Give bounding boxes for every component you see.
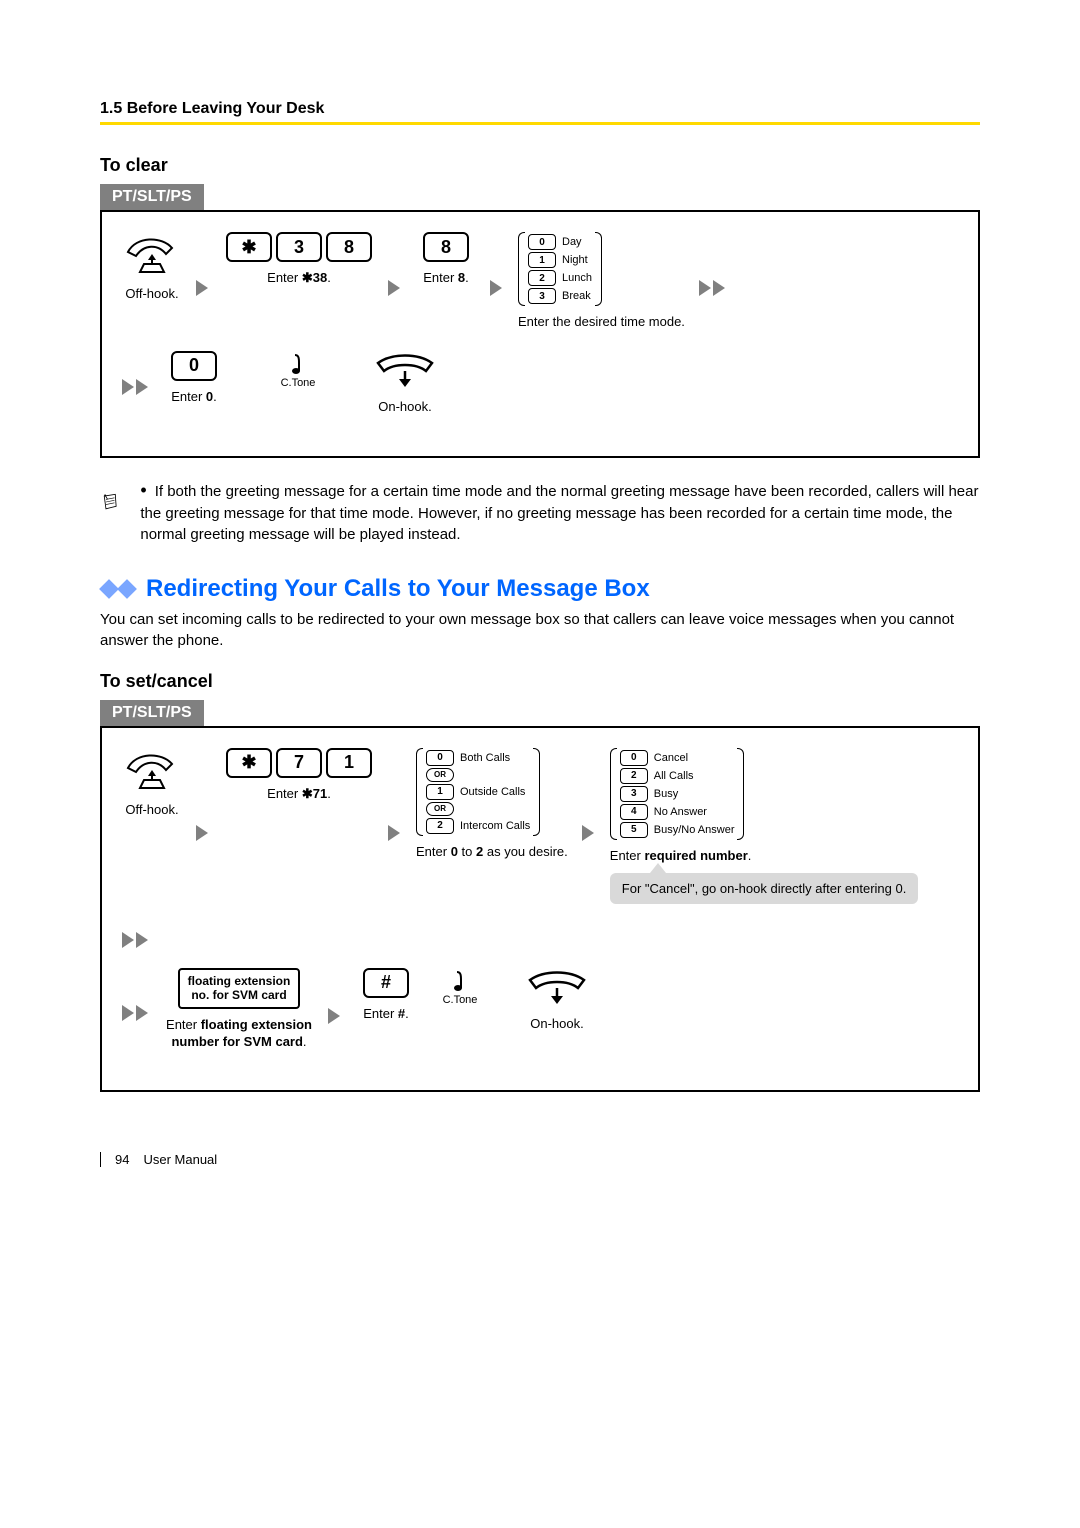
p2-ctone-label: C.Tone <box>443 994 478 1006</box>
brace-icon <box>610 748 620 840</box>
header-rule <box>100 122 980 125</box>
section2-title-row: Redirecting Your Calls to Your Message B… <box>100 575 980 603</box>
enter-hash-step: # Enter #. <box>356 968 416 1023</box>
proc1-row2: 0 Enter 0. C.Tone <box>122 351 958 416</box>
key-8b: 8 <box>423 232 469 262</box>
tone-icon <box>449 968 471 994</box>
arrow-icon <box>196 825 210 841</box>
reqnum-options: 0Cancel 2All Calls 3Busy 4No Answer 5Bus… <box>620 748 735 840</box>
key-0: 0 <box>171 351 217 381</box>
onhook-icon <box>524 968 590 1008</box>
page: 1.5 Before Leaving Your Desk To clear PT… <box>0 0 1080 1207</box>
proc2-box: Off-hook. ✱ 7 1 Enter ✱71. 0 <box>100 726 980 1092</box>
note-text: •If both the greeting message for a cert… <box>140 478 980 545</box>
ctone-label: C.Tone <box>281 377 316 389</box>
p2-onhook-step: On-hook. <box>524 968 590 1033</box>
brace-icon <box>518 232 528 306</box>
offhook-icon <box>122 232 182 278</box>
brace-icon <box>416 748 426 836</box>
floating-ext-caption: Enter floating extension number for SVM … <box>164 1017 314 1051</box>
key-hash: # <box>363 968 409 998</box>
floating-ext-box: floating extension no. for SVM card <box>178 968 301 1009</box>
note-icon <box>100 478 120 526</box>
double-arrow-icon <box>122 1005 150 1021</box>
brace-icon <box>530 748 540 836</box>
onhook-label: On-hook. <box>378 399 431 416</box>
or-pill: OR <box>426 802 454 816</box>
key-8: 8 <box>326 232 372 262</box>
offhook-step: Off-hook. <box>122 232 182 303</box>
enter-hash-label: Enter #. <box>363 1006 409 1023</box>
onhook-step: On-hook. <box>372 351 438 416</box>
timemode-caption: Enter the desired time mode. <box>518 314 685 331</box>
section2-body: You can set incoming calls to be redirec… <box>100 609 980 651</box>
onhook-icon <box>372 351 438 391</box>
double-arrow-icon <box>699 280 727 296</box>
arrow-icon <box>490 280 504 296</box>
p2-offhook-step: Off-hook. <box>122 748 182 819</box>
key-1: 1 <box>326 748 372 778</box>
calltype-caption: Enter 0 to 2 as you desire. <box>416 844 568 861</box>
arrow-icon <box>582 825 596 841</box>
page-number: 94 <box>115 1152 129 1167</box>
enter-71-step: ✱ 7 1 Enter ✱71. <box>224 748 374 803</box>
page-footer: 94 User Manual <box>100 1152 980 1167</box>
proc2-heading: To set/cancel <box>100 671 980 692</box>
calltype-options: 0Both Calls OR 1Outside Calls OR 2Interc… <box>426 748 530 836</box>
enter-38-step: ✱ 3 8 Enter ✱38. <box>224 232 374 287</box>
section-header: 1.5 Before Leaving Your Desk <box>100 100 980 118</box>
timemode-step: 0Day 1Night 2Lunch 3Break Enter the desi… <box>518 232 685 331</box>
enter-8-step: 8 Enter 8. <box>416 232 476 287</box>
cancel-callout: For "Cancel", go on-hook directly after … <box>610 873 919 904</box>
p2-ctone-step: C.Tone <box>430 968 490 1006</box>
arrow-icon <box>388 825 402 841</box>
proc1-row1: Off-hook. ✱ 3 8 Enter ✱38. 8 Enter 8. <box>122 232 958 331</box>
note-block: •If both the greeting message for a cert… <box>100 478 980 545</box>
section2-title: Redirecting Your Calls to Your Message B… <box>146 575 650 603</box>
key-3: 3 <box>276 232 322 262</box>
bullet-icon: • <box>140 480 146 500</box>
double-arrow-icon <box>122 379 150 395</box>
arrow-icon <box>388 280 402 296</box>
reqnum-step: 0Cancel 2All Calls 3Busy 4No Answer 5Bus… <box>610 748 919 904</box>
proc2-tab: PT/SLT/PS <box>100 700 204 726</box>
proc1-tab: PT/SLT/PS <box>100 184 204 210</box>
enter-71-label: Enter ✱71. <box>267 786 331 803</box>
brace-icon <box>592 232 602 306</box>
timemode-options: 0Day 1Night 2Lunch 3Break <box>528 232 592 306</box>
double-arrow-icon <box>122 932 150 948</box>
footer-label: User Manual <box>143 1152 217 1167</box>
calltype-step: 0Both Calls OR 1Outside Calls OR 2Interc… <box>416 748 568 861</box>
tone-icon <box>287 351 309 377</box>
proc2-row2: floating extension no. for SVM card Ente… <box>122 968 958 1051</box>
offhook-label: Off-hook. <box>125 286 178 303</box>
arrow-icon <box>328 1008 342 1024</box>
or-pill: OR <box>426 768 454 782</box>
reqnum-caption: Enter required number. <box>610 848 752 865</box>
offhook-icon <box>122 748 182 794</box>
floating-ext-step: floating extension no. for SVM card Ente… <box>164 968 314 1051</box>
proc2-row1: Off-hook. ✱ 7 1 Enter ✱71. 0 <box>122 748 958 948</box>
enter-8-label: Enter 8. <box>423 270 469 287</box>
p2-offhook-label: Off-hook. <box>125 802 178 819</box>
key-7: 7 <box>276 748 322 778</box>
brace-icon <box>734 748 744 840</box>
proc1-heading: To clear <box>100 155 980 176</box>
arrow-icon <box>196 280 210 296</box>
key-star: ✱ <box>226 232 272 262</box>
ctone-step: C.Tone <box>268 351 328 389</box>
key-star: ✱ <box>226 748 272 778</box>
enter-0-step: 0 Enter 0. <box>164 351 224 406</box>
enter-0-label: Enter 0. <box>171 389 217 406</box>
p2-onhook-label: On-hook. <box>530 1016 583 1033</box>
diamond-icon <box>100 582 136 596</box>
proc1-box: Off-hook. ✱ 3 8 Enter ✱38. 8 Enter 8. <box>100 210 980 458</box>
enter-38-label: Enter ✱38. <box>267 270 331 287</box>
